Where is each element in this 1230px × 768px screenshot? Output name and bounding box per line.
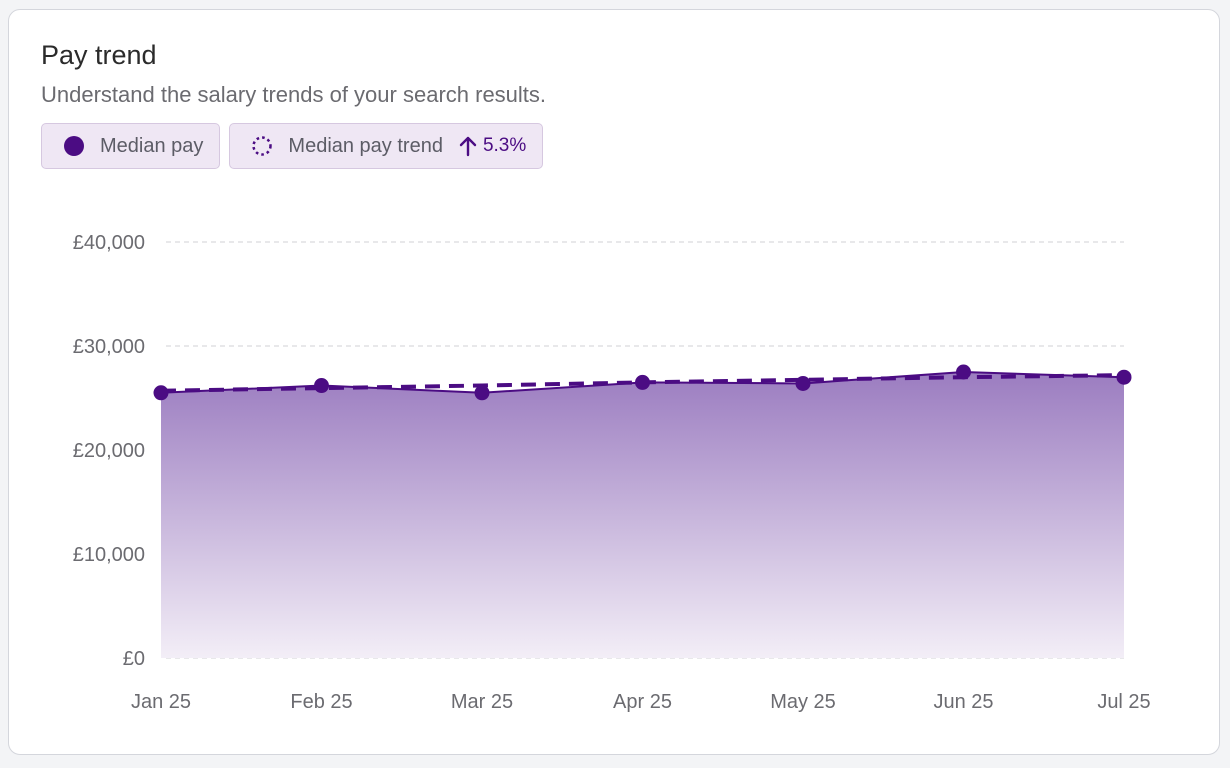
median-pay-point[interactable] bbox=[314, 378, 329, 394]
y-tick-label: £0 bbox=[123, 648, 145, 670]
y-tick-label: £10,000 bbox=[73, 544, 145, 566]
x-tick-label: May 25 bbox=[770, 691, 836, 713]
median-pay-point[interactable] bbox=[1116, 369, 1132, 385]
median-pay-point[interactable] bbox=[795, 375, 811, 391]
x-tick-label: Feb 25 bbox=[290, 691, 352, 713]
y-tick-label: £40,000 bbox=[73, 232, 145, 254]
median-pay-point[interactable] bbox=[956, 364, 971, 380]
median-pay-area bbox=[161, 372, 1124, 658]
trend-percentage: 5.3% bbox=[482, 135, 527, 156]
solid-dot-icon bbox=[64, 136, 84, 156]
y-axis: £0 £10,000 £20,000 £30,000 £40,000 bbox=[73, 232, 145, 670]
median-pay-point[interactable] bbox=[635, 374, 650, 390]
x-tick-label: Apr 25 bbox=[613, 691, 672, 713]
y-tick-label: £30,000 bbox=[73, 336, 145, 358]
legend-median-pay[interactable]: Median pay bbox=[41, 123, 221, 169]
dotted-circle-icon bbox=[252, 136, 273, 156]
x-tick-label: Jan 25 bbox=[131, 691, 191, 713]
legend-median-pay-trend-label: Median pay trend bbox=[288, 134, 443, 157]
legend-median-pay-trend[interactable]: Median pay trend 5.3% bbox=[229, 123, 544, 169]
pay-trend-card: Pay trend Understand the salary trends o… bbox=[8, 9, 1220, 755]
chart-legend: Median pay Median pay trend 5.3% bbox=[41, 123, 544, 169]
x-tick-label: Jul 25 bbox=[1097, 691, 1150, 713]
card-title: Pay trend bbox=[41, 40, 157, 70]
legend-median-pay-label: Median pay bbox=[100, 134, 204, 157]
median-pay-point[interactable] bbox=[474, 385, 490, 401]
y-tick-label: £20,000 bbox=[73, 440, 145, 462]
median-pay-point[interactable] bbox=[153, 385, 169, 401]
x-tick-label: Mar 25 bbox=[451, 691, 513, 713]
median-pay-points bbox=[153, 364, 1132, 401]
card-subtitle: Understand the salary trends of your sea… bbox=[41, 82, 547, 107]
pay-trend-chart: £0 £10,000 £20,000 £30,000 £40,000 Jan 25 Feb… bbox=[73, 232, 1151, 713]
arrow-up-icon bbox=[459, 136, 477, 157]
x-axis: Jan 25 Feb 25 Mar 25 Apr 25 May 25 Jun 25 Jul … bbox=[131, 691, 1151, 713]
x-tick-label: Jun 25 bbox=[933, 691, 993, 713]
